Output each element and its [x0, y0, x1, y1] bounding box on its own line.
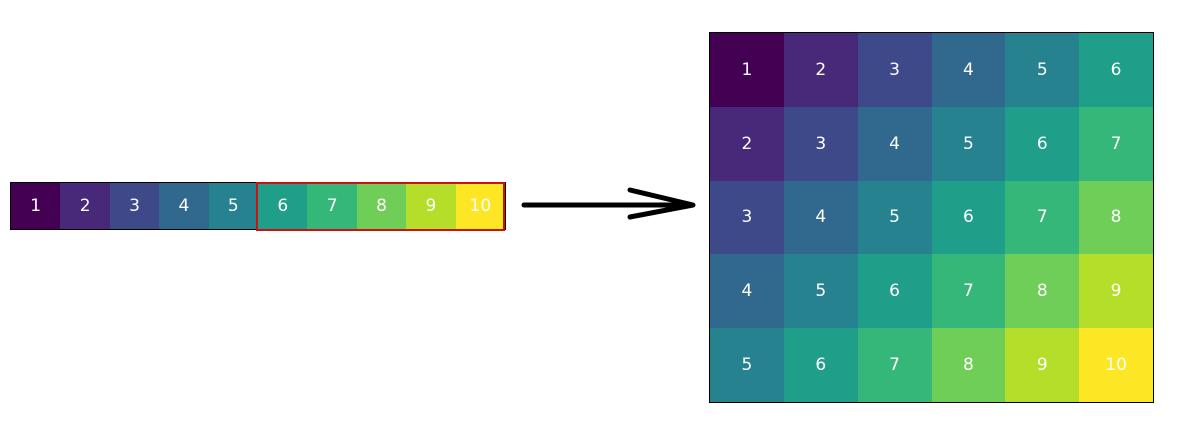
- strip-cell: 1: [11, 183, 61, 229]
- matrix-cell: 6: [783, 328, 858, 402]
- matrix-cell: 3: [783, 106, 858, 181]
- matrix-cell: 10: [1079, 328, 1153, 402]
- matrix-cell: 2: [783, 33, 858, 107]
- matrix-cell: 8: [1079, 180, 1153, 255]
- matrix-cell: 6: [1079, 33, 1153, 107]
- strip-cell: 4: [159, 183, 209, 229]
- strip-cell: 3: [109, 183, 160, 229]
- matrix-cell: 5: [931, 106, 1006, 181]
- strip-cell: 7: [307, 183, 357, 229]
- strip-cell: 10: [455, 183, 506, 229]
- matrix-cell: 9: [1005, 328, 1080, 402]
- input-sequence-strip: 1 2 3 4 5 6 7 8 9 10: [10, 182, 506, 230]
- matrix-cell: 9: [1079, 254, 1153, 329]
- matrix-cell: 7: [1079, 106, 1153, 181]
- matrix-cell: 5: [857, 180, 932, 255]
- strip-cell: 9: [406, 183, 456, 229]
- matrix-cell: 5: [710, 328, 784, 402]
- matrix-cell: 5: [783, 254, 858, 329]
- matrix-cell: 3: [857, 33, 932, 107]
- matrix-cell: 5: [1005, 33, 1080, 107]
- matrix-cell: 6: [1005, 106, 1080, 181]
- matrix-cell: 1: [710, 33, 784, 107]
- matrix-cell: 8: [931, 328, 1006, 402]
- strip-cell: 2: [60, 183, 110, 229]
- matrix-cell: 4: [857, 106, 932, 181]
- matrix-cell: 4: [710, 254, 784, 329]
- matrix-cell: 7: [1005, 180, 1080, 255]
- matrix-cell: 6: [931, 180, 1006, 255]
- matrix-cell: 4: [931, 33, 1006, 107]
- strip-cell: 8: [356, 183, 407, 229]
- matrix-cell: 6: [857, 254, 932, 329]
- strip-cell: 5: [208, 183, 259, 229]
- sliding-window-matrix: 1 2 3 4 5 6 2 3 4 5 6 7 3 4 5 6 7 8 4 5 6 7 8 9 5 6 7 8 9 10: [709, 32, 1154, 403]
- matrix-cell: 3: [710, 180, 784, 255]
- matrix-cell: 2: [710, 106, 784, 181]
- matrix-cell: 7: [857, 328, 932, 402]
- matrix-cell: 7: [931, 254, 1006, 329]
- strip-cell: 6: [258, 183, 308, 229]
- matrix-cell: 4: [783, 180, 858, 255]
- matrix-cell: 8: [1005, 254, 1080, 329]
